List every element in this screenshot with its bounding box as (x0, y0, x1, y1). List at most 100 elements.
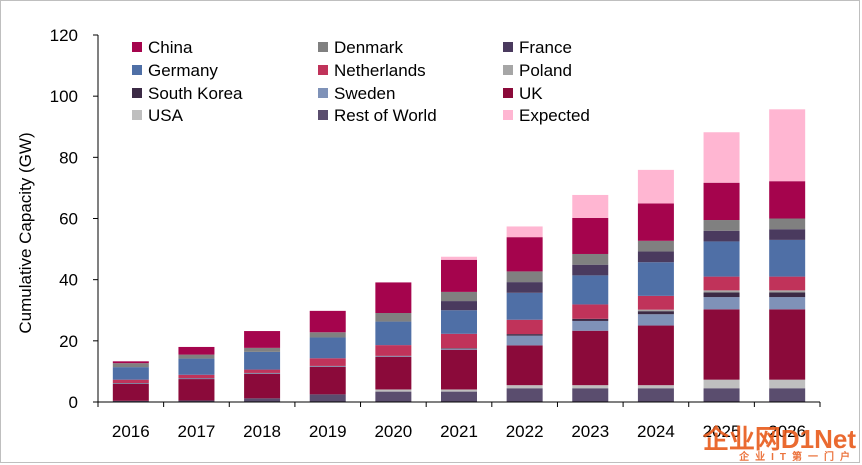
bar-segment-sweden-2023 (572, 320, 609, 331)
bar-segment-sweden-2021 (441, 348, 477, 350)
x-tick-label-2016: 2016 (112, 422, 150, 441)
x-tick-label-2024: 2024 (637, 422, 675, 441)
bar-segment-france-2025 (703, 230, 740, 242)
y-tick-label: 0 (69, 393, 78, 412)
legend-swatch-expected (503, 110, 513, 120)
bar-segment-sweden-2025 (703, 297, 740, 310)
bar-segment-poland-2026 (769, 290, 806, 293)
bar-segment-uk-2017 (178, 379, 215, 401)
bar-segment-denmark-2021 (441, 291, 477, 302)
y-tick-label: 20 (59, 332, 78, 351)
bar-segment-netherlands-2018 (244, 369, 281, 373)
bar-segment-denmark-2024 (637, 240, 674, 252)
bar-segment-south-korea-2025 (703, 292, 740, 298)
bar-segment-expected-2023 (572, 194, 609, 218)
bar-segment-sweden-2022 (506, 335, 543, 346)
bar-segment-germany-2023 (572, 275, 609, 305)
bar-segment-rest-of-world-2016 (112, 400, 149, 402)
bar-segment-sweden-2017 (178, 378, 215, 380)
bar-segment-south-korea-2021 (441, 348, 477, 349)
bar-segment-germany-2024 (637, 262, 674, 296)
bar-segment-netherlands-2023 (572, 304, 609, 319)
bar-segment-germany-2021 (441, 310, 477, 334)
legend-label-france: France (519, 38, 572, 57)
bar-segment-rest-of-world-2018 (244, 398, 281, 402)
bar-segment-expected-2025 (703, 132, 740, 183)
legend-label-south-korea: South Korea (148, 84, 243, 103)
bar-segment-china-2021 (441, 259, 477, 292)
legend-label-rest-of-world: Rest of World (334, 106, 437, 125)
bar-segment-france-2021 (441, 301, 477, 311)
bar-segment-denmark-2018 (244, 347, 281, 352)
bar-segment-netherlands-2025 (703, 276, 740, 291)
legend-swatch-uk (503, 88, 513, 98)
bar-segment-rest-of-world-2022 (506, 388, 543, 402)
bar-segment-germany-2025 (703, 241, 740, 277)
x-tick-label-2022: 2022 (506, 422, 544, 441)
bar-segment-netherlands-2020 (375, 345, 412, 356)
legend-label-expected: Expected (519, 106, 590, 125)
bar-segment-france-2022 (506, 282, 543, 293)
bar-segment-uk-2026 (769, 309, 806, 380)
bar-segment-usa-2022 (506, 385, 543, 389)
bar-segment-denmark-2019 (309, 332, 346, 338)
legend-label-usa: USA (148, 106, 184, 125)
x-tick-label-2026: 2026 (768, 422, 806, 441)
bar-segment-usa-2026 (769, 379, 806, 389)
tick-labels-layer: 0 20 40 60 80 100 120 2016 2017 2018 2019 2020 2021 2… (50, 26, 806, 441)
bar-segment-china-2026 (769, 181, 806, 219)
bar-segment-germany-2020 (375, 321, 412, 346)
y-tick-label: 40 (59, 271, 78, 290)
bar-segment-rest-of-world-2017 (178, 400, 215, 402)
legend-label-china: China (148, 38, 193, 57)
bar-segment-china-2017 (178, 346, 215, 355)
x-tick-label-2023: 2023 (571, 422, 609, 441)
y-tick-label: 80 (59, 148, 78, 167)
bar-segment-germany-2026 (769, 239, 806, 277)
legend-swatch-france (503, 42, 513, 52)
legend-swatch-usa (132, 110, 142, 120)
bar-segment-usa-2025 (703, 379, 740, 389)
legend-label-germany: Germany (148, 61, 218, 80)
bar-segment-rest-of-world-2024 (637, 388, 674, 402)
legend-swatch-poland (503, 65, 513, 75)
bar-segment-usa-2020 (375, 389, 412, 392)
bar-segment-denmark-2020 (375, 313, 412, 322)
bar-segment-rest-of-world-2021 (441, 391, 477, 402)
bar-segment-germany-2019 (309, 337, 346, 359)
bar-segment-denmark-2026 (769, 218, 806, 230)
y-tick-label: 100 (50, 87, 78, 106)
bar-segment-france-2023 (572, 264, 609, 276)
bar-segment-netherlands-2016 (112, 379, 149, 384)
bar-segment-netherlands-2024 (637, 295, 674, 310)
bar-segment-rest-of-world-2020 (375, 391, 412, 402)
bar-segment-china-2019 (309, 310, 346, 333)
legend-swatch-netherlands (318, 65, 328, 75)
bar-segment-usa-2021 (441, 389, 477, 392)
legend-label-poland: Poland (519, 61, 572, 80)
x-tick-label-2020: 2020 (374, 422, 412, 441)
bar-segment-china-2016 (112, 361, 149, 364)
bar-segment-china-2022 (506, 237, 543, 272)
bar-segment-uk-2020 (375, 356, 412, 390)
y-tick-label: 120 (50, 26, 78, 45)
bar-segment-rest-of-world-2026 (769, 388, 806, 402)
watermark-main-text: 企业网D1Net (702, 424, 856, 454)
bar-segment-rest-of-world-2023 (572, 388, 609, 402)
bar-segment-uk-2023 (572, 330, 609, 386)
bar-segment-poland-2025 (703, 290, 740, 293)
x-tick-label-2018: 2018 (243, 422, 281, 441)
bar-segment-rest-of-world-2019 (309, 394, 346, 402)
bar-segment-expected-2024 (637, 169, 674, 204)
bar-segment-denmark-2025 (703, 220, 740, 231)
bar-segment-south-korea-2024 (637, 311, 674, 315)
x-tick-label-2025: 2025 (703, 422, 741, 441)
y-axis-title: Cumulative Capacity (GW) (16, 132, 35, 333)
bar-segment-south-korea-2026 (769, 292, 806, 298)
legend-label-netherlands: Netherlands (334, 61, 426, 80)
bar-segment-germany-2017 (178, 358, 215, 375)
bar-segment-netherlands-2021 (441, 333, 477, 349)
bar-segment-rest-of-world-2025 (703, 388, 740, 402)
y-tick-label: 60 (59, 210, 78, 229)
